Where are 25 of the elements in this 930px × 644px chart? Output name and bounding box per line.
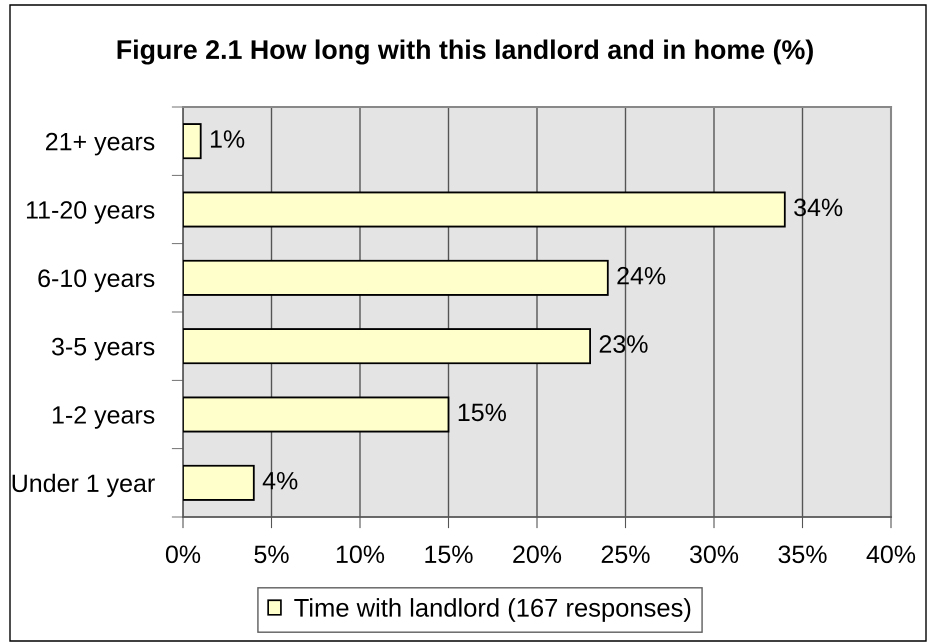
legend-label: Time with landlord (167 responses) bbox=[294, 598, 690, 622]
data-label: 15% bbox=[458, 404, 506, 422]
data-label: 1% bbox=[210, 130, 244, 148]
x-tick-label: 30% bbox=[690, 545, 738, 564]
x-tick-label: 0% bbox=[166, 545, 200, 564]
x-tick-label: 10% bbox=[336, 545, 384, 564]
y-tick-label: 21+ years bbox=[46, 132, 154, 156]
bar bbox=[183, 123, 202, 160]
x-tick-label: 40% bbox=[866, 545, 916, 564]
x-tick-label: 5% bbox=[254, 546, 289, 564]
y-tick-label: 11-20 years bbox=[26, 201, 154, 224]
bar bbox=[183, 192, 786, 228]
y-tick-label: 6-10 years bbox=[38, 269, 154, 292]
bar bbox=[183, 328, 592, 364]
y-tick-label: 3-5 years bbox=[52, 338, 154, 360]
x-tick-label: 35% bbox=[778, 545, 827, 564]
bar bbox=[183, 260, 609, 296]
chart-title: Figure 2.1 How long with this landlord and in home (%) bbox=[118, 39, 813, 65]
y-tick-label: 1-2 years bbox=[52, 406, 154, 429]
x-tick-label: 15% bbox=[425, 546, 473, 564]
bar bbox=[183, 396, 450, 432]
bar bbox=[183, 464, 255, 501]
x-tick-label: 20% bbox=[513, 545, 562, 564]
x-tick-label: 25% bbox=[602, 545, 650, 564]
y-tick-label: Under 1 year bbox=[12, 474, 155, 498]
